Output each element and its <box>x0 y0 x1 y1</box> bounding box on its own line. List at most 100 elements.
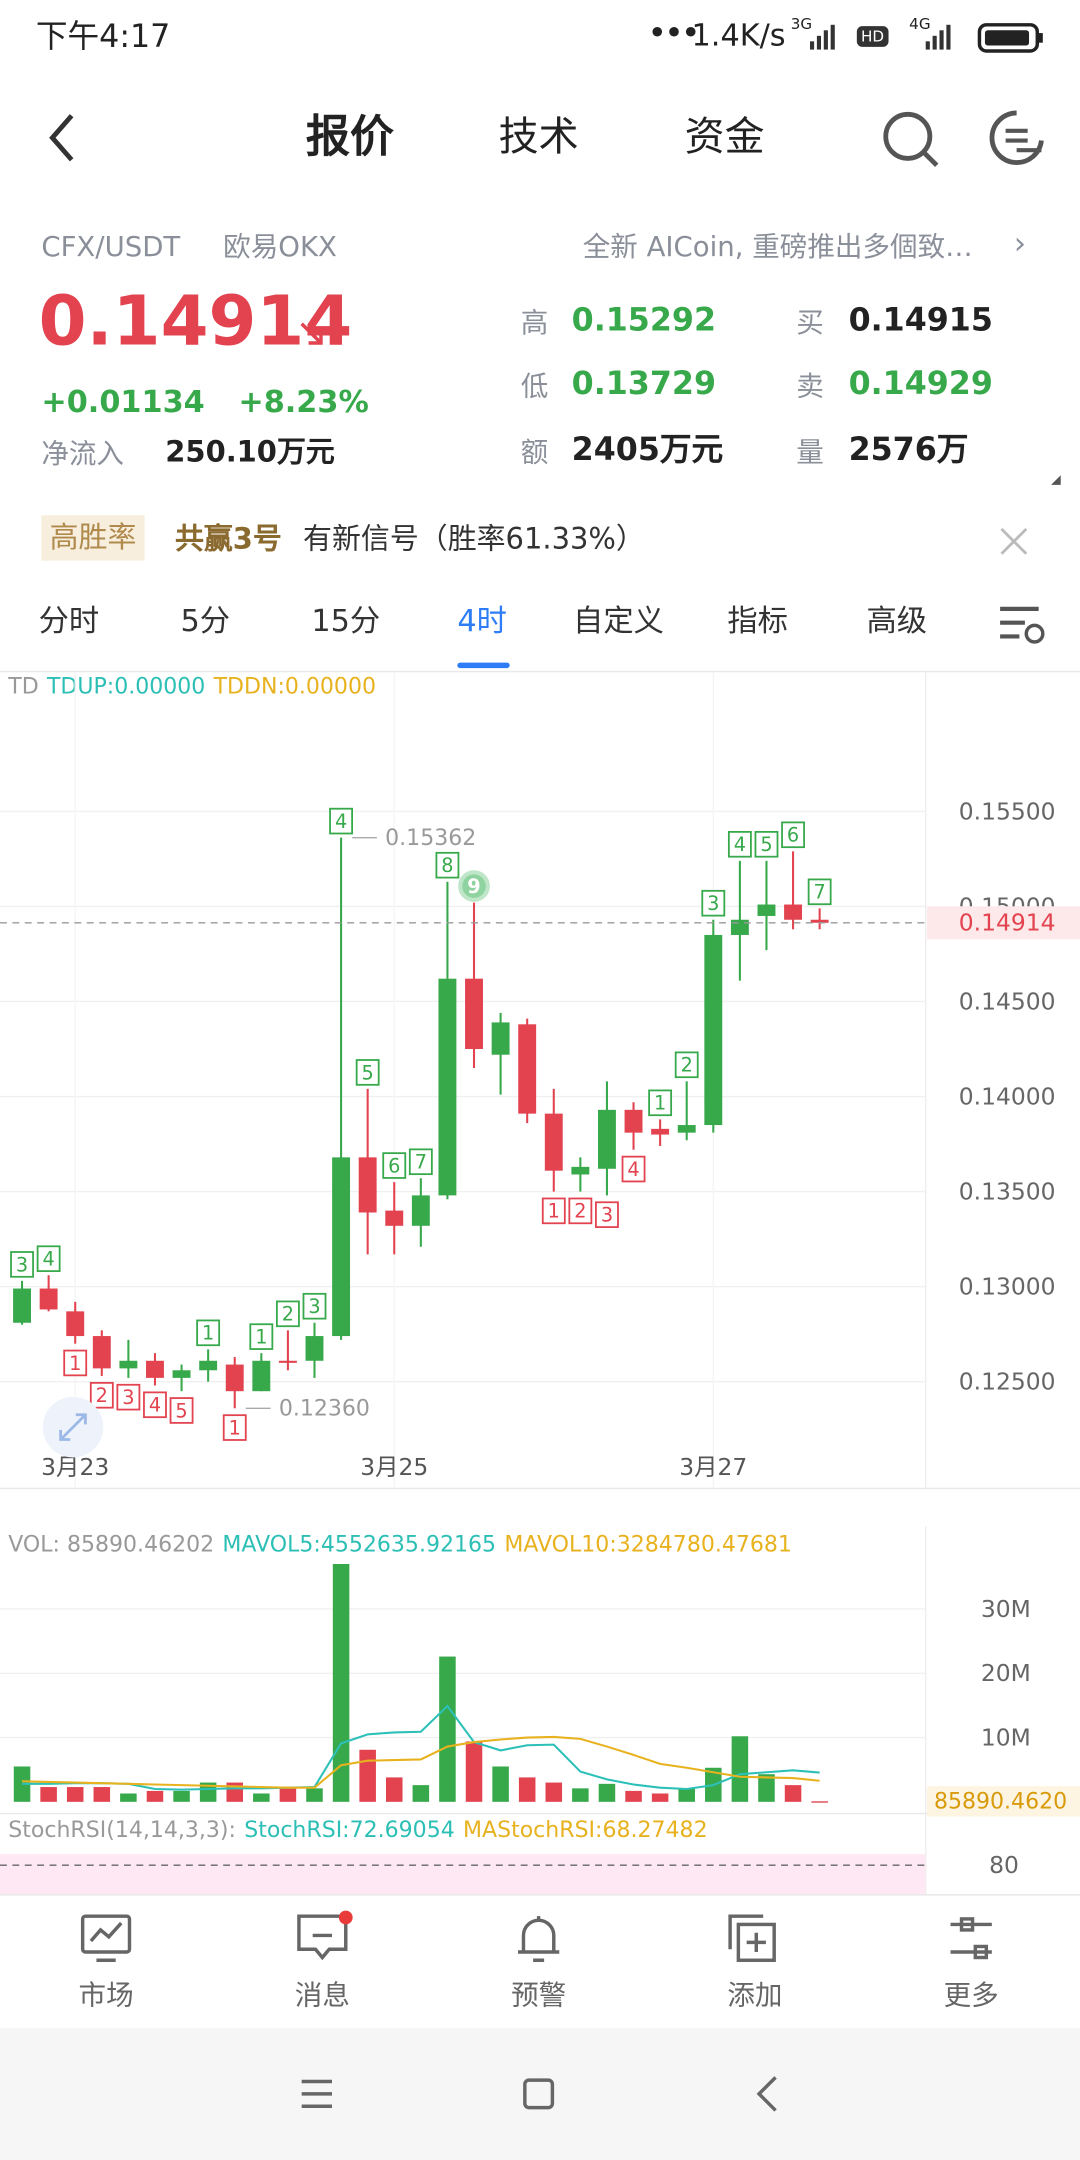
down-arrow <box>300 322 323 345</box>
volume-bar <box>545 1782 563 1802</box>
signal-text[interactable]: 有新信号（胜率61.33%） <box>303 522 645 556</box>
stat-label: 高 <box>520 305 549 339</box>
system-nav <box>0 2027 1080 2160</box>
td-label: 8 <box>441 854 453 877</box>
interval-tab[interactable]: 指标 <box>727 604 788 640</box>
td-marker <box>807 878 832 906</box>
legend-item: MAVOL10:3284780.47681 <box>504 1533 792 1558</box>
nav-tab[interactable]: 技术 <box>498 112 579 160</box>
news-link[interactable]: 全新 AICoin, 重磅推出多個致… <box>582 230 973 264</box>
nav-item[interactable]: 市场 <box>78 1978 134 2012</box>
interval-tab[interactable]: 分时 <box>38 604 100 640</box>
legend: TD TDUP:0.00000 TDDN:0.00000 <box>7 674 376 699</box>
ma-line <box>22 1735 820 1789</box>
candle-body <box>39 1288 58 1310</box>
td-label: 1 <box>202 1322 214 1345</box>
stat-label: 卖 <box>796 369 824 403</box>
td-marker <box>701 889 726 917</box>
td-label: 1 <box>229 1416 241 1439</box>
td-label: 3 <box>707 892 719 915</box>
candle-body <box>146 1360 164 1378</box>
td-label: 2 <box>282 1303 294 1326</box>
nav-item[interactable]: 消息 <box>294 1978 350 2012</box>
volume-bar <box>572 1788 589 1802</box>
menu-button[interactable] <box>986 107 1049 170</box>
volume-bar <box>784 1785 802 1802</box>
status-time: 下午4:17 <box>35 19 171 56</box>
td-marker <box>116 1383 141 1411</box>
interval-tab[interactable]: 高级 <box>866 604 928 640</box>
net-speed: 1.4K/s <box>691 19 786 54</box>
high-annotation: 0.15362 <box>385 826 476 851</box>
td-label: 1 <box>654 1092 666 1115</box>
legend-item: TDUP:0.00000 <box>46 674 205 699</box>
candle-body <box>411 1195 430 1226</box>
nav-item[interactable]: 更多 <box>943 1978 999 2012</box>
candle-body <box>385 1210 404 1226</box>
interval-tab[interactable]: 15分 <box>311 604 381 640</box>
td-marker <box>595 1201 619 1228</box>
volume-bar <box>625 1790 642 1802</box>
pair: CFX/USDT <box>41 230 181 264</box>
td-marker <box>63 1349 88 1377</box>
candle-body <box>278 1360 297 1363</box>
candle-body <box>66 1311 85 1337</box>
search-button[interactable] <box>879 107 942 170</box>
volume-bar <box>678 1788 695 1802</box>
td-label: 4 <box>42 1248 54 1271</box>
candle-body <box>358 1157 377 1213</box>
td-marker <box>727 830 752 858</box>
signal-tag: 高胜率 <box>41 515 145 561</box>
nav-tab[interactable]: 资金 <box>684 112 765 160</box>
volume-bar <box>306 1788 323 1802</box>
td-marker <box>89 1381 114 1409</box>
overbought-band <box>0 1854 926 1895</box>
nav-tab[interactable]: 报价 <box>305 110 395 163</box>
nav-item[interactable]: 预警 <box>511 1978 567 2012</box>
stat-value: 0.15292 <box>571 303 717 339</box>
candle-body <box>651 1128 670 1135</box>
td-label: 4 <box>335 810 347 833</box>
change: +0.01134 <box>41 385 205 421</box>
td-label: 1 <box>255 1326 267 1349</box>
td-marker <box>355 1059 380 1086</box>
nav-item[interactable]: 添加 <box>727 1978 783 2012</box>
td-label: 1 <box>548 1200 560 1223</box>
td-marker <box>329 807 353 835</box>
candle-body <box>92 1336 111 1369</box>
stat-value: 0.13729 <box>571 366 717 403</box>
td-marker <box>408 1148 433 1176</box>
volume-bar <box>598 1783 616 1802</box>
candle-body <box>571 1166 590 1175</box>
td-marker <box>10 1251 34 1278</box>
td-marker <box>568 1197 593 1225</box>
td-label: 7 <box>415 1151 427 1174</box>
td-label: 2 <box>681 1054 693 1077</box>
x-tick-label: 3月27 <box>679 1453 747 1481</box>
current-volume-label: 85890.4620 <box>934 1790 1067 1815</box>
net-type: 4G <box>909 15 931 34</box>
low-annotation: 0.12360 <box>279 1397 370 1422</box>
close-button[interactable] <box>997 525 1030 558</box>
candle-body <box>784 904 803 920</box>
corner-mark <box>1051 475 1061 485</box>
interval-tab[interactable]: 自定义 <box>573 604 665 640</box>
y-tick-label: 0.15500 <box>959 797 1056 825</box>
td-label: 3 <box>122 1386 134 1409</box>
interval-tab[interactable]: 4时 <box>457 604 507 640</box>
chart-settings[interactable] <box>997 603 1047 647</box>
volume-bar <box>359 1749 376 1802</box>
volume-bar <box>465 1741 483 1802</box>
exchange: 欧易OKX <box>223 230 337 264</box>
volume-bar <box>412 1785 430 1802</box>
back-button[interactable] <box>41 110 82 165</box>
td-label: 3 <box>16 1253 28 1276</box>
interval-tab[interactable]: 5分 <box>180 604 231 640</box>
status-icons <box>809 23 1043 53</box>
signal-name[interactable]: 共赢3号 <box>174 522 282 556</box>
candle-body <box>757 904 776 916</box>
td-marker <box>302 1292 327 1320</box>
candle-body <box>677 1125 696 1133</box>
volume-bar <box>120 1793 137 1802</box>
